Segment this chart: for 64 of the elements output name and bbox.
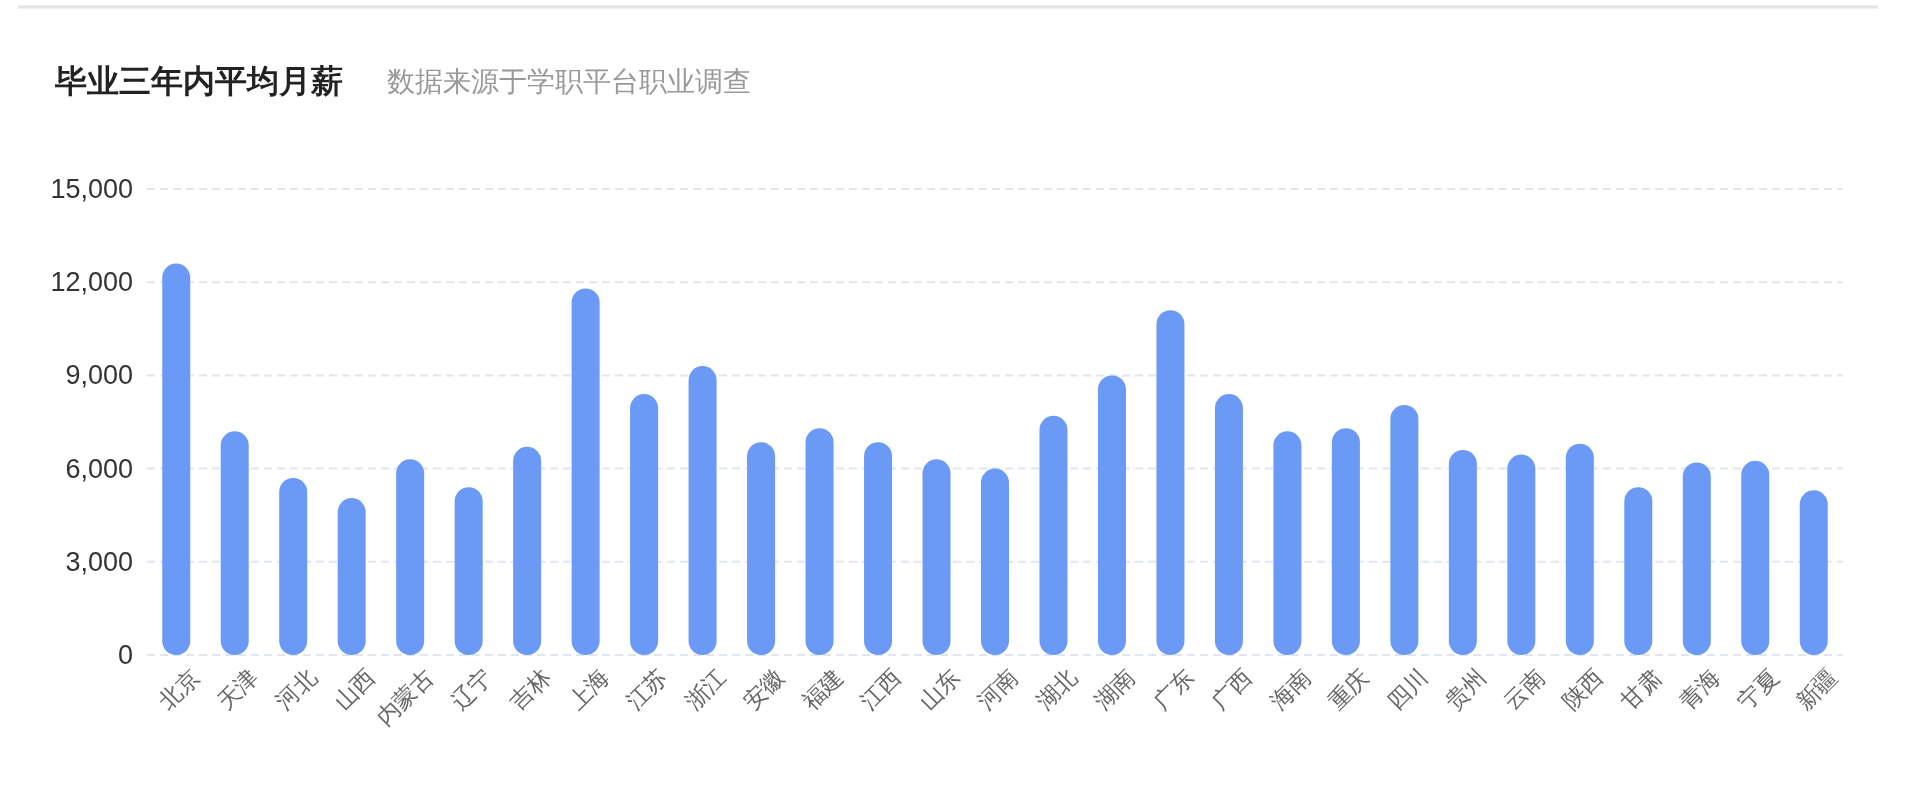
bar [747, 442, 776, 655]
x-tick-label: 甘肃 [1615, 663, 1667, 715]
bar [513, 446, 542, 655]
chart-subtitle: 数据来源于学职平台职业调查 [387, 65, 751, 97]
bar [1331, 428, 1360, 655]
bar [1507, 454, 1536, 655]
x-tick-label: 北京 [153, 663, 205, 715]
x-tick-label: 河南 [972, 663, 1024, 715]
chart-title: 毕业三年内平均月薪 [54, 63, 343, 99]
bar [1741, 460, 1770, 655]
bar [864, 442, 893, 655]
x-tick-label: 海南 [1264, 663, 1316, 715]
x-tick-label: 浙江 [679, 663, 731, 715]
y-tick-label: 12,000 [50, 267, 133, 298]
bar [1448, 449, 1477, 655]
bar [688, 366, 717, 655]
bar [981, 468, 1009, 655]
x-tick-label: 湖南 [1089, 663, 1141, 715]
x-tick-label: 云南 [1498, 663, 1550, 715]
bar [1682, 462, 1711, 655]
y-tick-label: 9,000 [65, 360, 133, 391]
bar [279, 477, 308, 655]
bar [1039, 415, 1068, 655]
bar [571, 288, 600, 655]
bar [1390, 404, 1419, 655]
x-tick-label: 上海 [562, 663, 614, 715]
x-tick-label: 天津 [212, 663, 263, 715]
x-tick-label: 广西 [1206, 663, 1258, 715]
x-tick-label: 青海 [1674, 663, 1725, 715]
bar [1565, 443, 1594, 655]
x-tick-label: 辽宁 [445, 663, 497, 715]
bar [162, 263, 191, 655]
bar [1097, 375, 1126, 655]
bar [454, 487, 483, 655]
bar [805, 428, 834, 655]
x-tick-label: 江西 [855, 663, 907, 715]
x-tick-label: 湖北 [1030, 663, 1082, 715]
x-tick-label: 安徽 [738, 663, 790, 715]
y-tick-label: 6,000 [65, 453, 133, 484]
x-tick-label: 江苏 [621, 663, 673, 715]
bar [337, 498, 366, 655]
x-tick-label: 山东 [913, 663, 965, 715]
bar [1214, 394, 1243, 655]
x-tick-label: 新疆 [1791, 663, 1842, 715]
bar [1273, 431, 1302, 655]
y-tick-label: 15,000 [50, 174, 133, 204]
bar [396, 459, 425, 655]
x-tick-label: 重庆 [1323, 663, 1375, 715]
x-tick-label: 宁夏 [1732, 663, 1784, 715]
x-tick-label: 贵州 [1440, 663, 1492, 715]
x-tick-label: 四川 [1381, 663, 1433, 715]
x-tick-label: 福建 [796, 663, 848, 715]
bar [1799, 490, 1828, 655]
x-tick-label: 陕西 [1557, 663, 1609, 715]
x-tick-label: 广东 [1147, 663, 1199, 715]
bar [220, 431, 249, 655]
bar [630, 394, 659, 655]
x-tick-label: 吉林 [504, 663, 556, 715]
bar [922, 459, 951, 655]
x-tick-label: 河北 [270, 663, 322, 715]
y-tick-label: 3,000 [65, 546, 133, 577]
bar [1156, 310, 1185, 655]
y-tick-label: 0 [117, 640, 133, 670]
bar [1624, 487, 1653, 655]
